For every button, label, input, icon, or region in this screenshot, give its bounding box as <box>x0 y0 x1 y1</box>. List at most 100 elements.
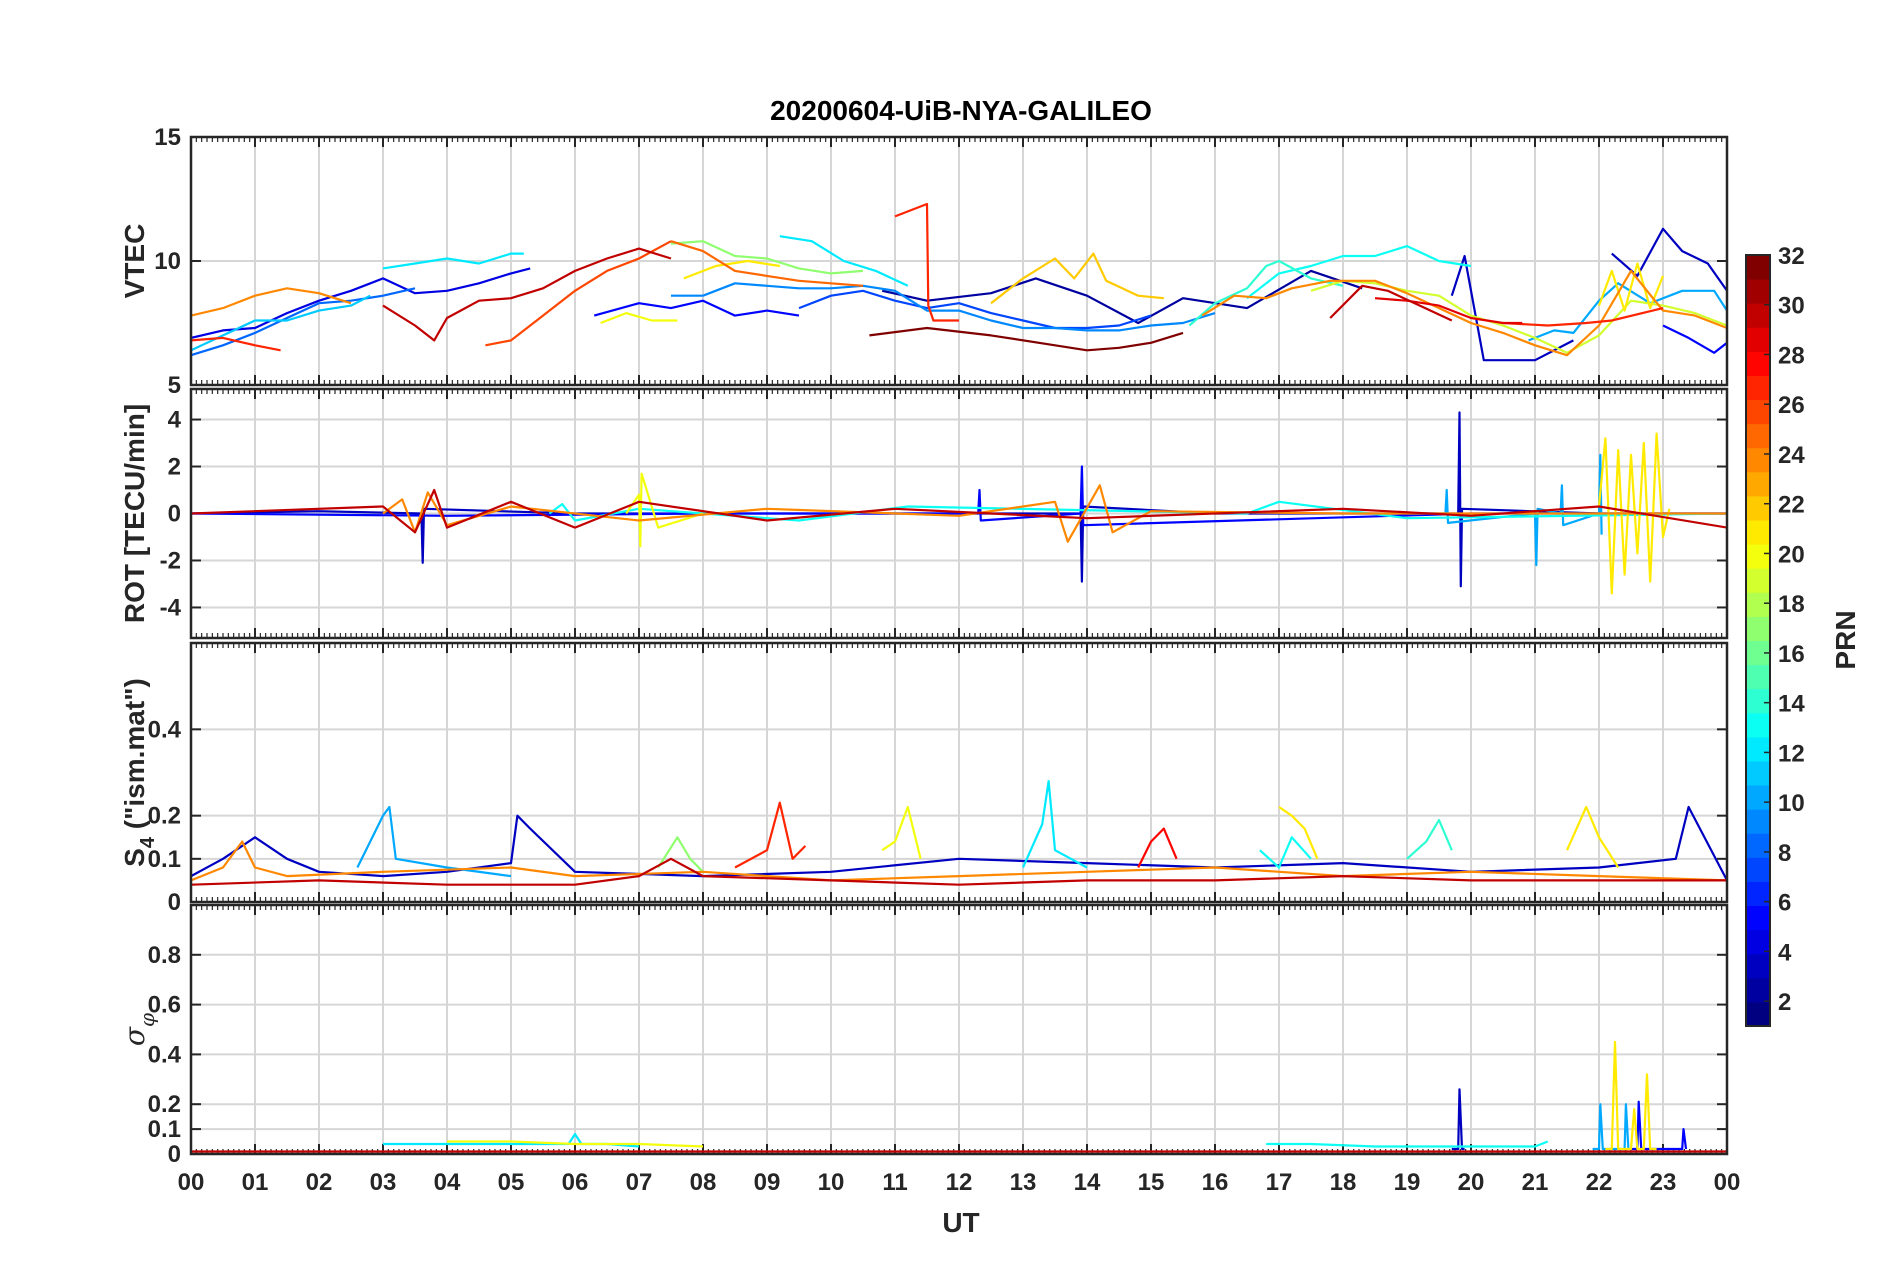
colorbar-swatch <box>1746 255 1770 280</box>
x-tick-label: 08 <box>690 1169 717 1196</box>
colorbar-swatch <box>1746 351 1770 376</box>
colorbar-tick-label: 26 <box>1778 392 1805 419</box>
colorbar-swatch <box>1746 712 1770 738</box>
colorbar-swatch <box>1746 833 1770 858</box>
x-tick-label: 19 <box>1394 1169 1421 1196</box>
colorbar-swatch <box>1746 375 1770 401</box>
colorbar-swatch <box>1746 929 1770 955</box>
series-line-prn-21 <box>683 259 780 280</box>
y-tick-label: 0 <box>168 501 181 528</box>
colorbar-swatch <box>1746 520 1770 545</box>
y-tick-label: 15 <box>154 124 181 151</box>
colorbar-swatch <box>1746 785 1770 810</box>
colorbar-swatch <box>1746 447 1770 473</box>
series-line-prn-20 <box>881 805 922 860</box>
y-axis-label: VTEC <box>119 224 150 299</box>
y-tick-label: 0.2 <box>148 1091 181 1118</box>
x-tick-label: 05 <box>498 1169 525 1196</box>
series-line-prn-2 <box>881 269 1363 325</box>
series-line-prn-8 <box>191 287 416 357</box>
series-line-prn-13 <box>1246 245 1472 300</box>
colorbar-tick-label: 6 <box>1778 890 1791 917</box>
colorbar-frame <box>1745 254 1771 1027</box>
series-line-prn-32 <box>869 326 1184 352</box>
y-tick-label: 5 <box>168 372 181 399</box>
colorbar-swatch <box>1746 495 1770 521</box>
y-tick-label: 2 <box>168 454 181 481</box>
x-tick-label: 06 <box>562 1169 589 1196</box>
colorbar-tick-label: 30 <box>1778 293 1805 320</box>
colorbar-swatch <box>1746 423 1770 449</box>
x-tick-label: 13 <box>1010 1169 1037 1196</box>
series-line-prn-3 <box>1451 1088 1465 1151</box>
colorbar-tick-label: 28 <box>1778 342 1805 369</box>
colorbar-tick-label: 8 <box>1778 840 1791 867</box>
x-axis-label: UT <box>942 1207 979 1238</box>
series-line-prn-27 <box>191 336 281 352</box>
colorbar-tick-label: 10 <box>1778 790 1805 817</box>
series-line-prn-13 <box>1259 836 1312 869</box>
panel-series <box>191 202 1727 362</box>
series-line-prn-10 <box>1528 282 1727 342</box>
x-tick-label: 09 <box>754 1169 781 1196</box>
panel-frame <box>189 135 1729 387</box>
colorbar-swatch <box>1746 809 1770 834</box>
colorbar-tick-label: 32 <box>1778 243 1805 270</box>
series-line-prn-7 <box>798 289 1152 330</box>
y-tick-label: 0 <box>168 889 181 916</box>
series-line-prn-25 <box>670 240 864 287</box>
colorbar-tick-label: 18 <box>1778 591 1805 618</box>
series-line-prn-5 <box>1662 324 1727 354</box>
x-tick-label: 18 <box>1330 1169 1357 1196</box>
panel-frame <box>189 641 1729 904</box>
x-tick-label: 17 <box>1266 1169 1293 1196</box>
y-tick-label: 0.6 <box>148 992 181 1019</box>
x-tick-label: 03 <box>370 1169 397 1196</box>
panel-frame <box>189 903 1729 1156</box>
series-line-prn-30 <box>382 247 672 342</box>
panel-vtec: 5 10 15 VTEC <box>119 124 1729 399</box>
panel-frame <box>189 387 1729 640</box>
series-line-prn-30 <box>191 857 1727 886</box>
y-axis-label: S4 ("ism.mat") <box>119 678 159 867</box>
colorbar-swatch <box>1746 471 1770 497</box>
colorbar-swatch <box>1746 760 1770 786</box>
colorbar-swatch <box>1746 953 1770 979</box>
x-tick-label: 02 <box>306 1169 333 1196</box>
x-tick-label: 14 <box>1074 1169 1101 1196</box>
colorbar-tick-label: 16 <box>1778 641 1805 668</box>
series-line-prn-5 <box>593 299 800 317</box>
series-line-prn-4 <box>191 267 531 339</box>
series-line-prn-27 <box>1502 307 1664 327</box>
series-line-prn-3 <box>191 411 1727 588</box>
series-line-prn-24 <box>191 287 352 317</box>
panel-rot: -4 -2 0 2 4 ROT [TECU/min] <box>119 387 1729 640</box>
colorbar-swatch <box>1746 303 1770 328</box>
colorbar-swatch <box>1746 1001 1770 1027</box>
colorbar-swatch <box>1746 905 1770 931</box>
x-tick-label: 01 <box>242 1169 269 1196</box>
colorbar-swatch <box>1746 592 1770 617</box>
series-line-prn-10 <box>1592 1103 1630 1151</box>
series-line-prn-22 <box>990 252 1164 305</box>
series-line-prn-30 <box>1329 284 1453 322</box>
series-line-prn-9 <box>671 282 1216 332</box>
series-line-prn-20 <box>447 1140 704 1148</box>
series-line-prn-26 <box>485 240 672 347</box>
y-tick-label: 10 <box>154 248 181 275</box>
colorbar-label: PRN <box>1830 610 1861 669</box>
y-tick-label: 0.1 <box>148 846 181 873</box>
series-line-prn-21 <box>1605 1040 1657 1151</box>
series-line-prn-5 <box>191 465 1727 527</box>
panel-series <box>191 779 1727 886</box>
series-line-prn-20 <box>625 472 704 548</box>
y-tick-label: 0 <box>168 1141 181 1168</box>
panel-sigma: 00.10.2 0.4 0.6 0.8 σφ 00 01 02 03 04 05 06 07 08 09 10… <box>118 903 1741 1196</box>
x-tick-label: 00 <box>1714 1169 1741 1196</box>
x-tick-label: 16 <box>1202 1169 1229 1196</box>
series-line-prn-17 <box>657 836 704 873</box>
y-tick-label: 4 <box>168 407 182 434</box>
